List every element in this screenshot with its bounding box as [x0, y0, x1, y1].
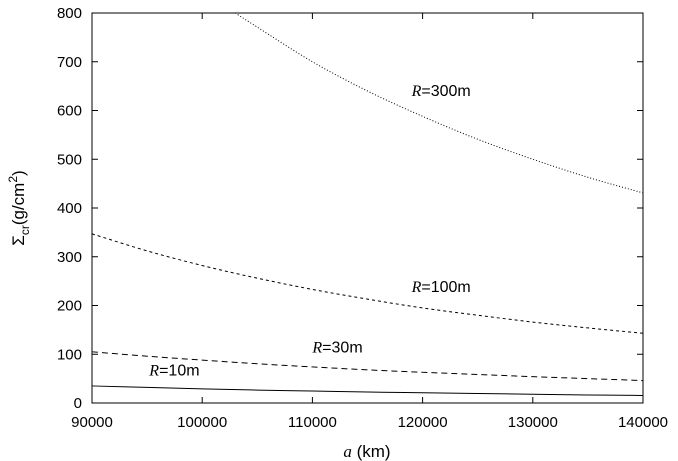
x-axis-label: a (km) — [343, 442, 390, 461]
y-tick-label: 0 — [74, 395, 82, 412]
series-label-1: R=30m — [311, 339, 362, 356]
y-tick-label: 700 — [57, 54, 82, 71]
series-label-0: R=10m — [148, 363, 199, 380]
y-tick-label: 500 — [57, 151, 82, 168]
y-tick-label: 300 — [57, 249, 82, 266]
y-tick-label: 100 — [57, 346, 82, 363]
x-tick-label: 140000 — [618, 414, 668, 431]
y-axis-label: Σcr(g/cm2) — [6, 170, 32, 245]
tick-labels: 90000 100000 110000 120000 130000 140000 0 100 2… — [57, 5, 668, 431]
series-label-2: R=100m — [411, 279, 471, 296]
x-tick-label: 90000 — [71, 414, 113, 431]
curves — [91, 12, 644, 396]
x-tick-label: 130000 — [508, 414, 558, 431]
y-tick-label: 400 — [57, 200, 82, 217]
series-line-3 — [234, 12, 644, 194]
x-tick-label: 110000 — [288, 414, 337, 431]
series-line-0 — [91, 385, 644, 396]
x-tick-label: 100000 — [177, 414, 227, 431]
y-tick-label: 600 — [57, 103, 82, 120]
series-line-2 — [91, 233, 644, 334]
ticks — [91, 12, 644, 404]
series-line-1 — [91, 351, 644, 382]
plot-frame — [91, 12, 644, 404]
y-tick-label: 200 — [57, 298, 82, 315]
y-tick-label: 800 — [57, 5, 82, 22]
x-tick-label: 120000 — [398, 414, 448, 431]
series-label-3: R=300m — [411, 83, 471, 100]
curve-labels: R=10m R=30m R=100m R=300m — [148, 83, 470, 380]
